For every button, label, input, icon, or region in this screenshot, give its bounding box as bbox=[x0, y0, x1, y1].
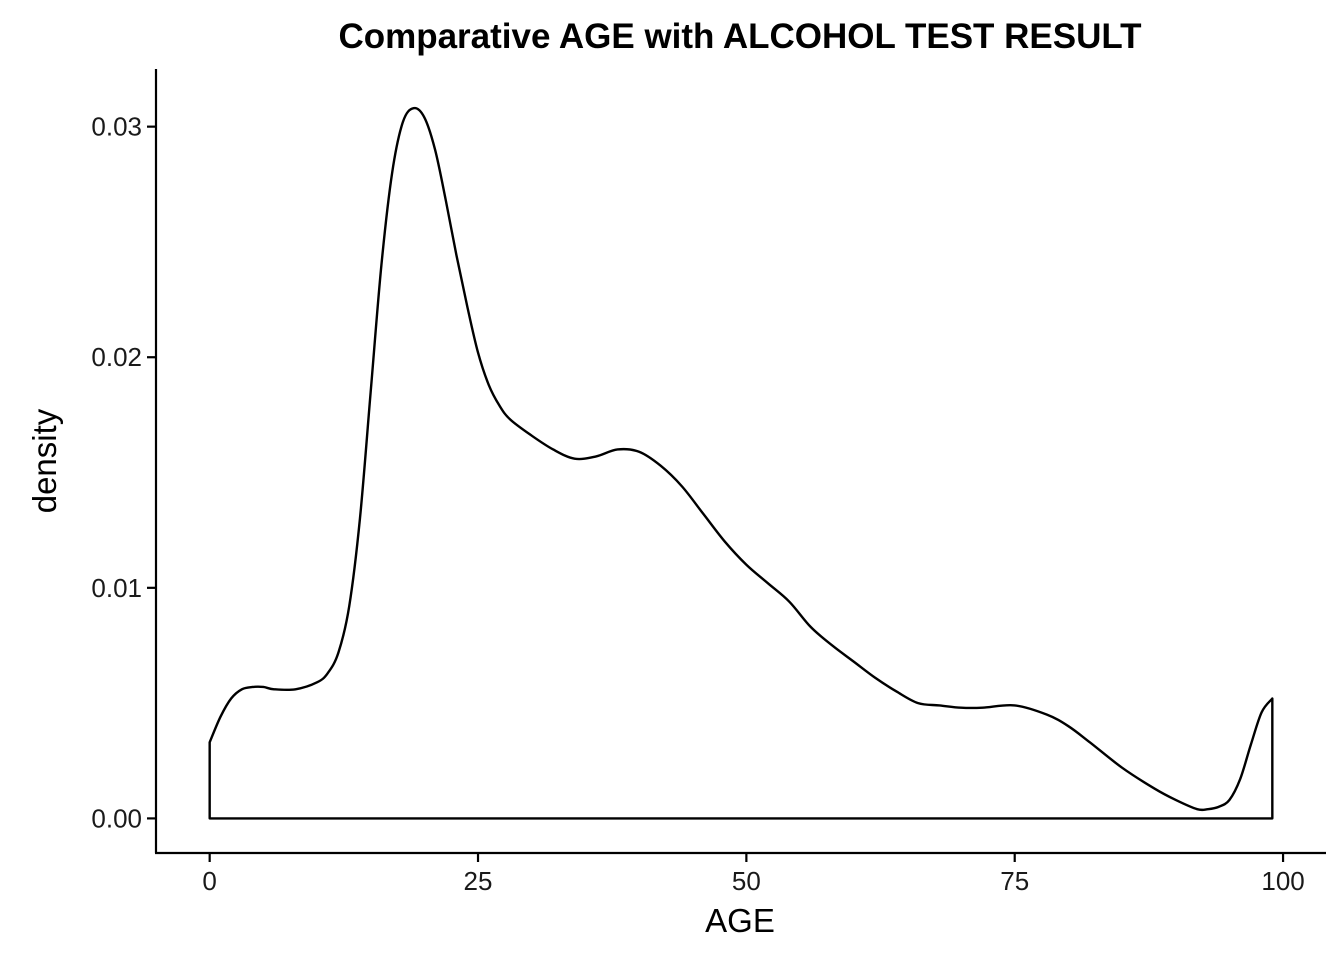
y-axis: 0.00 0.01 0.02 0.03 bbox=[91, 69, 158, 853]
density-curve bbox=[208, 106, 1274, 820]
y-tick-label: 0.02 bbox=[91, 342, 142, 372]
y-tick-label: 0.00 bbox=[91, 803, 142, 833]
x-axis: 0 25 50 75 100 bbox=[155, 851, 1326, 896]
plot-area bbox=[208, 106, 1274, 820]
x-axis-label: AGE bbox=[705, 902, 775, 939]
y-tick-label: 0.01 bbox=[91, 573, 142, 603]
y-axis-label: density bbox=[26, 408, 63, 513]
x-tick-label: 0 bbox=[202, 866, 216, 896]
x-ticks: 0 25 50 75 100 bbox=[202, 853, 1305, 896]
chart-title: Comparative AGE with ALCOHOL TEST RESULT bbox=[338, 17, 1141, 56]
x-tick-label: 100 bbox=[1261, 866, 1304, 896]
y-tick-label: 0.03 bbox=[91, 112, 142, 142]
x-tick-label: 50 bbox=[732, 866, 761, 896]
x-tick-label: 75 bbox=[1000, 866, 1029, 896]
y-ticks: 0.00 0.01 0.02 0.03 bbox=[91, 112, 156, 833]
x-tick-label: 25 bbox=[464, 866, 493, 896]
